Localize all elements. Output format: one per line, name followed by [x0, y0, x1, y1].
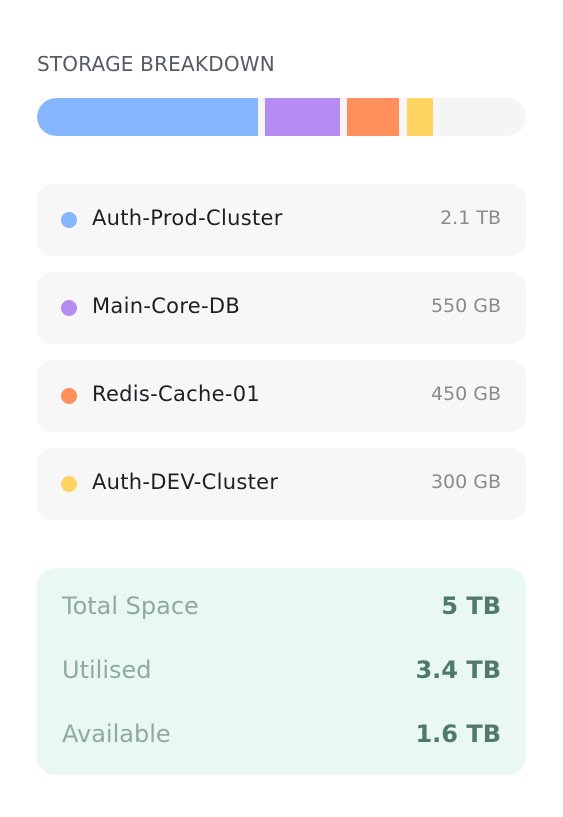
utilised-value: 3.4 TB: [415, 656, 501, 684]
cluster-name: Auth-Prod-Cluster: [92, 206, 283, 230]
color-dot-icon: [61, 212, 77, 228]
cluster-name: Main-Core-DB: [92, 294, 241, 318]
summary-row-utilised: Utilised 3.4 TB: [62, 652, 501, 692]
total-space-value: 5 TB: [441, 592, 501, 620]
cluster-name: Redis-Cache-01: [92, 382, 261, 406]
cluster-item-main-core-db[interactable]: Main-Core-DB 550 GB: [37, 272, 526, 344]
cluster-item-auth-prod-cluster[interactable]: Auth-Prod-Cluster 2.1 TB: [37, 184, 526, 256]
cluster-item-auth-dev-cluster[interactable]: Auth-DEV-Cluster 300 GB: [37, 448, 526, 520]
cluster-item-redis-cache-01[interactable]: Redis-Cache-01 450 GB: [37, 360, 526, 432]
cluster-list: Auth-Prod-Cluster 2.1 TB Main-Core-DB 55…: [37, 184, 526, 536]
cluster-name: Auth-DEV-Cluster: [92, 470, 279, 494]
utilised-label: Utilised: [62, 656, 152, 684]
bar-segment-auth-prod-cluster: [37, 98, 258, 136]
cluster-size: 2.1 TB: [440, 207, 501, 229]
bar-segment-redis-cache-01: [347, 98, 399, 136]
section-title: STORAGE BREAKDOWN: [37, 52, 275, 76]
color-dot-icon: [61, 476, 77, 492]
color-dot-icon: [61, 300, 77, 316]
color-dot-icon: [61, 388, 77, 404]
total-space-label: Total Space: [62, 592, 199, 620]
storage-summary-card: Total Space 5 TB Utilised 3.4 TB Availab…: [37, 568, 526, 775]
summary-row-total: Total Space 5 TB: [62, 588, 501, 628]
summary-row-available: Available 1.6 TB: [62, 716, 501, 756]
storage-usage-bar: [37, 98, 526, 136]
cluster-size: 450 GB: [430, 383, 501, 405]
cluster-size: 550 GB: [430, 295, 501, 317]
available-value: 1.6 TB: [415, 720, 501, 748]
available-label: Available: [62, 720, 171, 748]
bar-segment-auth-dev-cluster: [407, 98, 433, 136]
bar-segment-main-core-db: [265, 98, 340, 136]
cluster-size: 300 GB: [430, 471, 501, 493]
